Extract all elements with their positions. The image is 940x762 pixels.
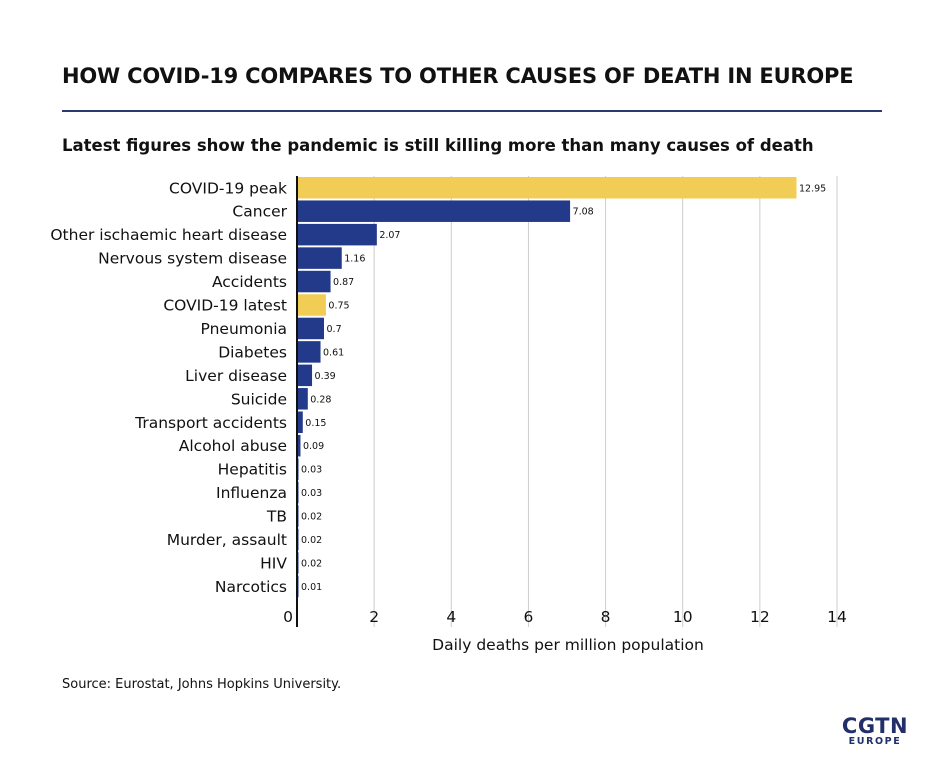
logo-subline: EUROPE (848, 736, 902, 747)
value-label: 0.02 (301, 535, 322, 546)
category-label: COVID-19 latest (163, 297, 287, 315)
bar (297, 411, 303, 433)
x-tick-label: 6 (523, 608, 533, 626)
bar (297, 177, 797, 199)
title-divider (62, 110, 882, 112)
bar (297, 247, 342, 269)
bar (297, 341, 321, 363)
value-label: 0.03 (301, 465, 322, 476)
category-label: Influenza (216, 484, 287, 502)
value-label: 2.07 (379, 230, 400, 241)
chart-title: HOW COVID-19 COMPARES TO OTHER CAUSES OF… (62, 64, 854, 88)
x-tick-label: 0 (283, 608, 293, 626)
x-axis-ticks: 0 2 4 6 8 10 12 14 (283, 608, 847, 626)
value-label: 0.15 (305, 418, 326, 429)
category-label: Suicide (231, 390, 287, 408)
value-label: 0.09 (303, 441, 324, 452)
value-label: 7.08 (573, 207, 594, 218)
category-label: Murder, assault (167, 531, 287, 549)
value-label: 0.03 (301, 488, 322, 499)
x-axis-label: Daily deaths per million population (432, 636, 704, 654)
category-label: Cancer (232, 203, 287, 221)
bar (297, 294, 326, 316)
value-label: 0.61 (323, 347, 344, 358)
value-label: 1.16 (344, 254, 365, 265)
source-note: Source: Eurostat, Johns Hopkins Universi… (62, 677, 342, 692)
bar (297, 317, 324, 340)
category-label: Accidents (212, 273, 287, 291)
value-label: 0.28 (310, 394, 331, 405)
x-tick-label: 12 (750, 608, 770, 626)
category-label: Liver disease (185, 367, 287, 385)
value-labels: 12.95 7.08 2.07 1.16 0.87 0.75 0.7 0.61 0.39 0.28… (301, 183, 826, 593)
value-label: 0.7 (327, 324, 342, 335)
value-label: 0.02 (301, 558, 322, 569)
bar (297, 200, 571, 222)
value-label: 0.01 (301, 582, 322, 593)
x-tick-label: 10 (673, 608, 693, 626)
category-label: Nervous system disease (98, 250, 287, 268)
value-label: 0.02 (301, 512, 322, 523)
gridlines (373, 176, 838, 627)
logo-wordmark: CGTN (841, 714, 909, 738)
category-labels: COVID-19 peak Cancer Other ischaemic heart… (50, 179, 287, 596)
value-label: 0.75 (328, 301, 349, 312)
cgtn-europe-logo: CGTN EUROPE (838, 715, 912, 747)
value-label: 12.95 (799, 183, 826, 194)
category-label: Pneumonia (201, 320, 287, 338)
category-label: Hepatitis (218, 461, 287, 479)
bar (297, 434, 301, 457)
bar (297, 270, 331, 293)
value-label: 0.39 (315, 371, 336, 382)
category-label: TB (266, 508, 287, 526)
x-tick-label: 2 (369, 608, 379, 626)
category-label: COVID-19 peak (169, 179, 287, 197)
chart-subtitle: Latest figures show the pandemic is stil… (62, 136, 814, 155)
x-tick-label: 14 (827, 608, 847, 626)
x-tick-label: 8 (601, 608, 611, 626)
category-label: Alcohol abuse (179, 437, 287, 455)
bar (297, 364, 313, 387)
bars (297, 177, 797, 598)
value-label: 0.87 (333, 277, 354, 288)
category-label: Narcotics (215, 578, 287, 596)
category-label: Diabetes (218, 343, 287, 361)
x-tick-label: 4 (446, 608, 456, 626)
bar (297, 223, 377, 246)
bar (297, 388, 308, 410)
category-label: Transport accidents (134, 414, 287, 432)
category-label: Other ischaemic heart disease (50, 226, 287, 244)
category-label: HIV (260, 554, 287, 572)
